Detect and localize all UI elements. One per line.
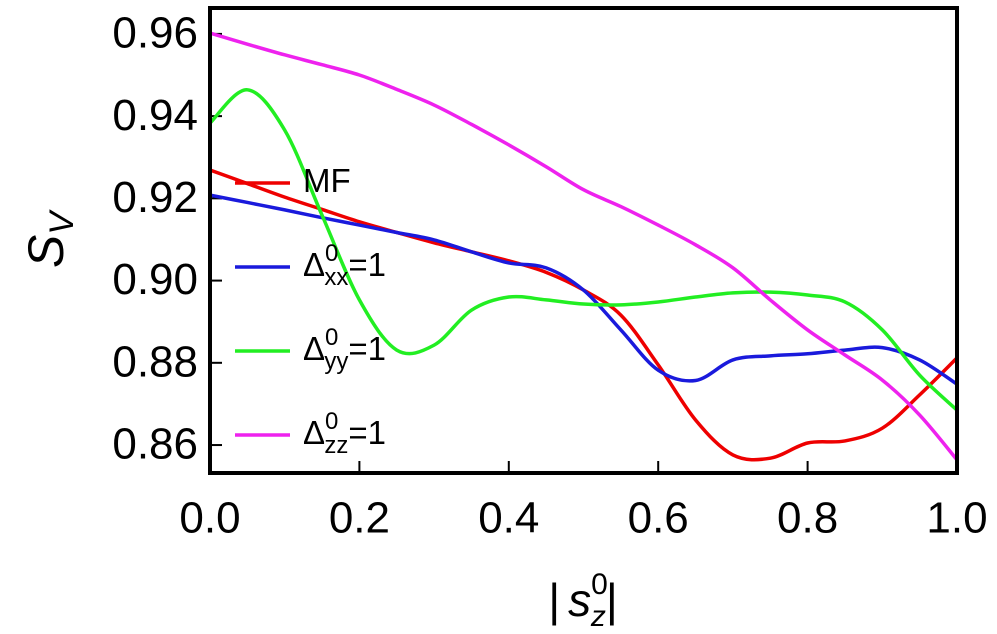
legend-label: Δ0 zz=1 [303,408,386,459]
legend-sub: yy [324,348,348,375]
legend-sub: zz [324,432,348,459]
legend-base: MF [303,162,351,199]
legend-base: Δ [303,246,325,283]
y-axis-label: SV [18,209,81,268]
x-tick-label: 0.8 [777,494,838,543]
x-tick-label: 0.2 [329,494,390,543]
legend-rest: =1 [348,330,386,367]
x-tick-label: 0.6 [628,494,689,543]
y-tick-label: 0.90 [112,255,198,304]
y-label-sub: V [43,209,81,235]
y-tick-label: 0.86 [112,420,198,469]
legend-label: MF [303,162,351,199]
legend-sup: 0 [325,324,338,351]
y-label-main: S [18,235,74,268]
legend-base: Δ [303,330,325,367]
series-line [210,31,957,461]
y-tick-label: 0.96 [112,9,198,58]
x-tick-label: 0.4 [478,494,539,543]
x-axis-label: | s0 z| [548,568,618,633]
y-axis-label-group: SV [18,209,81,268]
legend-sup: 0 [325,408,338,435]
legend-rest: =1 [348,246,386,283]
x-label-main: s [568,574,591,626]
legend-rest: =1 [348,414,386,451]
legend-sub: xx [324,264,348,291]
series-line [210,193,957,386]
legend-label: Δ0 yy=1 [303,324,386,375]
legend-sup: 0 [325,240,338,267]
legend-base: Δ [303,414,325,451]
series-line [210,88,957,412]
x-tick-label: 1.0 [926,494,987,543]
x-label-left: | [548,574,560,626]
y-tick-label: 0.92 [112,173,198,222]
legend-label: Δ0 xx=1 [303,240,386,291]
y-tick-label: 0.88 [112,337,198,386]
x-label-sub: z [590,600,606,633]
x-label-right: | [606,574,618,626]
plot-frame [208,6,959,475]
x-label-sup: 0 [591,568,608,601]
y-tick-label: 0.94 [112,91,198,140]
x-tick-label: 0.0 [179,494,240,543]
